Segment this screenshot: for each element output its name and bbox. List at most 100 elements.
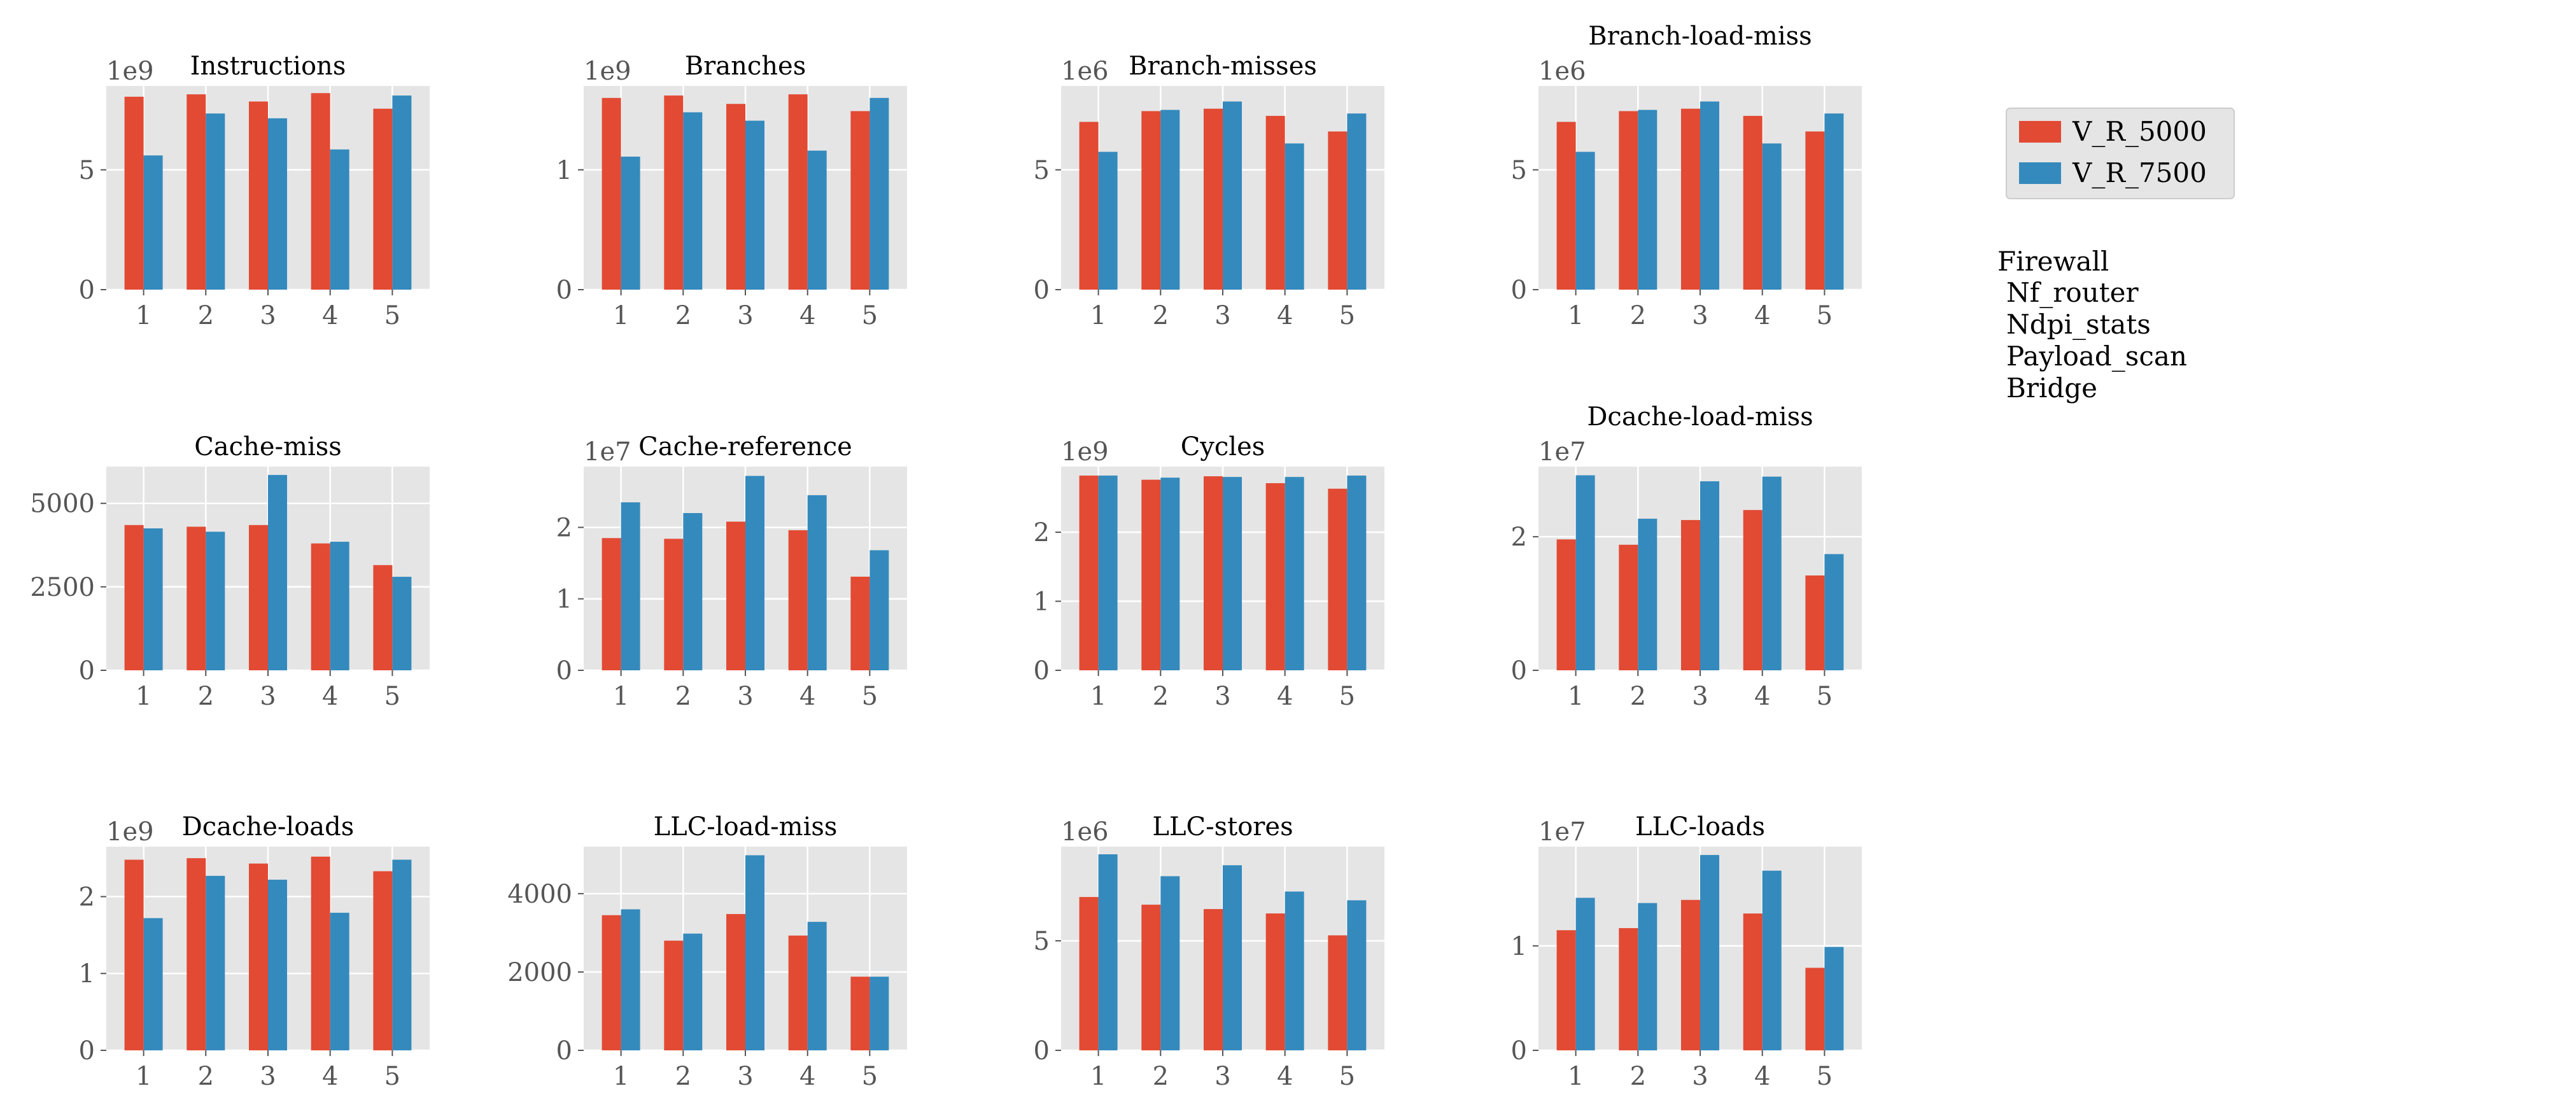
axis-offset-text: 1e7: [1538, 437, 1586, 467]
x-tick-label: 2: [198, 1062, 214, 1091]
bar-v-r-5000-2: [1619, 928, 1638, 1050]
bar-v-r-5000-2: [1141, 905, 1161, 1050]
bar-v-r-5000-5: [1328, 935, 1348, 1050]
note-line-payload-scan: Payload_scan: [2006, 341, 2187, 372]
bar-v-r-7500-4: [330, 912, 349, 1050]
legend-swatch-v-r-7500: [2019, 162, 2061, 184]
subplot-branch-misses: 1 2 3 4 5 0 5 1e6 Branch-misses: [1034, 52, 1384, 330]
x-tick-label: 5: [1817, 682, 1833, 711]
bar-v-r-7500-4: [330, 149, 349, 290]
bar-v-r-5000-5: [1805, 575, 1825, 670]
y-tick-label: 5: [1034, 156, 1050, 185]
x-tick-label: 1: [1090, 301, 1106, 330]
y-tick-label: 1: [79, 959, 95, 989]
x-tick-label: 1: [136, 1062, 151, 1091]
x-tick-label: 3: [260, 1062, 276, 1091]
x-tick-label: 4: [1754, 301, 1770, 330]
x-tick-label: 1: [613, 1062, 629, 1091]
x-tick-label: 1: [613, 301, 629, 330]
subplot-title: LLC-stores: [1152, 812, 1293, 842]
x-tick-label: 1: [1568, 682, 1584, 711]
bar-v-r-7500-1: [1098, 854, 1118, 1050]
x-tick-label: 3: [1214, 301, 1230, 330]
x-tick-label: 5: [1817, 1062, 1833, 1091]
bar-v-r-5000-1: [1556, 539, 1576, 670]
bar-v-r-7500-2: [206, 113, 225, 290]
subplot-title: Branch-misses: [1129, 52, 1317, 81]
x-tick-label: 2: [1630, 682, 1646, 711]
bar-v-r-5000-1: [1556, 122, 1576, 290]
y-tick-label: 0: [1034, 1036, 1050, 1066]
axis-offset-text: 1e7: [1538, 817, 1586, 847]
x-tick-label: 5: [1339, 682, 1355, 711]
note-line-bridge: Bridge: [2006, 372, 2097, 404]
bar-v-r-5000-2: [187, 858, 206, 1050]
bar-v-r-5000-5: [373, 108, 393, 290]
x-tick-label: 5: [384, 682, 400, 711]
bar-v-r-5000-5: [1805, 968, 1825, 1050]
bar-v-r-7500-5: [392, 95, 412, 290]
bar-v-r-5000-5: [1805, 131, 1825, 290]
bar-v-r-5000-3: [1681, 519, 1700, 670]
bar-v-r-5000-5: [850, 576, 870, 670]
subplot-title: LLC-load-miss: [654, 812, 838, 842]
bar-v-r-5000-2: [664, 539, 684, 670]
subplot-dcache-loads: 1 2 3 4 5 0 1 2 1e9 Dcache-loads: [79, 812, 430, 1091]
bar-v-r-7500-1: [621, 502, 640, 670]
subplot-title: Branches: [685, 52, 806, 81]
bar-v-r-5000-5: [373, 565, 393, 670]
axis-offset-text: 1e9: [1061, 437, 1109, 467]
bar-v-r-5000-1: [1079, 122, 1099, 290]
bar-v-r-7500-2: [683, 512, 703, 670]
bar-v-r-7500-3: [1700, 101, 1719, 290]
subplot-cycles: 1 2 3 4 5 0 1 2 1e9 Cycles: [1034, 432, 1384, 711]
x-tick-label: 3: [1692, 301, 1708, 330]
bar-v-r-7500-1: [621, 909, 640, 1050]
y-tick-label: 2: [79, 882, 95, 912]
note-line-firewall: Firewall: [1997, 246, 2109, 277]
x-tick-label: 4: [322, 1062, 338, 1091]
x-tick-label: 5: [384, 301, 400, 330]
x-tick-label: 1: [1568, 1062, 1584, 1091]
bar-v-r-5000-2: [664, 95, 684, 290]
bar-v-r-7500-3: [268, 118, 287, 290]
subplot-title: LLC-loads: [1635, 812, 1765, 842]
subplot-llc-loads: 1 2 3 4 5 0 1 1e7 LLC-loads: [1511, 812, 1862, 1091]
bar-v-r-7500-1: [1098, 152, 1118, 290]
bar-v-r-7500-1: [1575, 475, 1595, 670]
bar-v-r-5000-3: [249, 101, 268, 290]
bar-v-r-7500-2: [1160, 109, 1180, 290]
bar-v-r-7500-2: [1638, 109, 1658, 290]
x-tick-label: 2: [1153, 301, 1169, 330]
legend-label-v-r-5000: V_R_5000: [2072, 116, 2207, 147]
x-tick-label: 1: [136, 301, 151, 330]
bar-v-r-7500-5: [1347, 476, 1367, 670]
bar-v-r-5000-3: [249, 863, 268, 1050]
workload-note: Firewall Nf_router Ndpi_stats Payload_sc…: [1997, 246, 2187, 404]
x-tick-label: 4: [322, 301, 338, 330]
axis-offset-text: 1e9: [584, 57, 631, 86]
bar-v-r-5000-4: [788, 530, 808, 670]
bar-v-r-5000-2: [1141, 111, 1161, 290]
x-tick-label: 4: [322, 682, 338, 711]
bar-v-r-5000-4: [311, 93, 330, 290]
x-tick-label: 5: [1339, 1062, 1355, 1091]
bar-v-r-5000-3: [726, 521, 745, 670]
bar-v-r-7500-2: [683, 933, 703, 1050]
legend-frame: [2006, 108, 2235, 199]
bar-v-r-7500-1: [143, 528, 163, 670]
bar-v-r-7500-2: [1638, 518, 1658, 670]
bar-v-r-7500-4: [1284, 143, 1304, 290]
bar-v-r-5000-5: [1328, 131, 1348, 290]
x-tick-label: 4: [1277, 682, 1293, 711]
bar-v-r-5000-4: [311, 543, 330, 670]
bar-v-r-7500-2: [1160, 876, 1180, 1050]
bar-v-r-7500-5: [1347, 900, 1367, 1050]
bar-v-r-5000-4: [1265, 483, 1285, 670]
y-tick-label: 0: [1511, 276, 1527, 305]
subplot-title: Cache-miss: [194, 432, 342, 462]
bar-v-r-5000-2: [1619, 111, 1638, 290]
bar-v-r-7500-4: [1284, 891, 1304, 1050]
